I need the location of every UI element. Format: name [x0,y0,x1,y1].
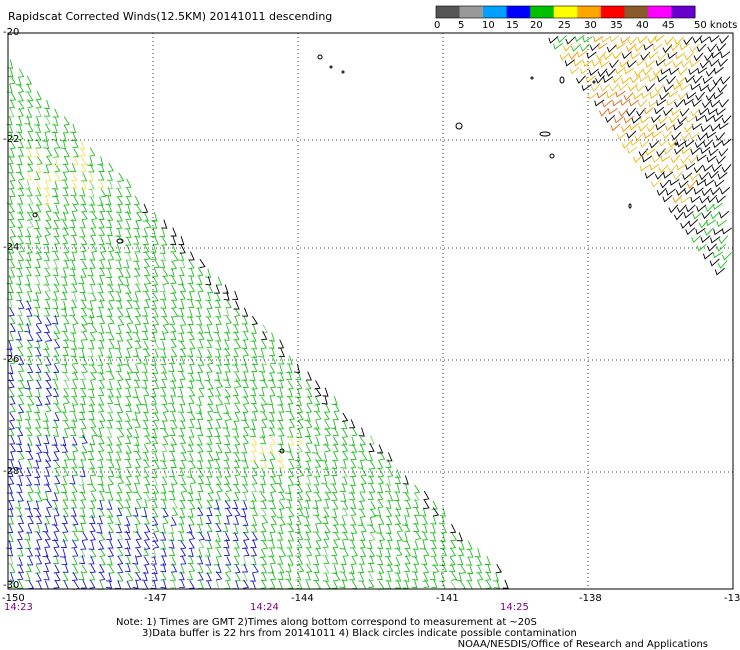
time-label: 14:23 [4,602,33,613]
island-outline [628,203,632,209]
scale-swatch [647,6,672,18]
island-outline [329,65,333,69]
lat-lon-grid [8,33,733,589]
wind-barb-group [559,34,700,174]
lat-label: -20 [3,27,20,38]
wind-barb-group [6,59,501,591]
lon-label: -141 [436,593,459,604]
scale-label: 5 [458,20,465,31]
lon-label: -150 [2,593,25,604]
map-title: Rapidscat Corrected Winds(12.5KM) 201410… [8,10,333,23]
scale-swatch [459,6,484,18]
wind-barb-group [142,203,509,589]
scale-label: 30 [584,20,597,31]
island-outline [341,70,345,74]
map-frame [7,32,734,590]
scale-label: 45 [662,20,675,31]
scale-label: 10 [482,20,495,31]
island-outline [592,80,596,84]
island-outline [549,153,555,159]
island-outline [559,76,565,84]
credit-line: NOAA/NESDIS/Office of Research and Appli… [457,639,708,650]
island-outline [455,122,463,130]
lat-label: -28 [3,466,20,477]
scale-swatch [530,6,555,18]
scale-label: 0 [434,20,441,31]
wind-barb-group [25,140,303,469]
scale-swatch [577,6,602,18]
wind-barb-group [568,35,697,204]
lat-label: -22 [3,134,20,145]
wind-barb-group [553,34,732,269]
wind-barb-group [6,299,259,590]
island-outline [674,142,678,146]
time-label: 14:24 [250,602,279,613]
lon-label: -13 [724,593,740,604]
island-outline [32,212,38,218]
scale-swatch [600,6,625,18]
lat-label: -26 [3,354,20,365]
scale-label: 15 [506,20,519,31]
island-outline [539,131,551,137]
scale-label: 25 [558,20,571,31]
wind-barb-group [548,35,732,276]
scale-swatch [436,6,461,18]
wind-barbs-swath-right [548,34,732,276]
scale-swatch [483,6,508,18]
scale-frame [435,5,696,19]
scale-swatch [506,6,531,18]
footnote-line: 3)Data buffer is 22 hrs from 20141011 4)… [142,628,577,639]
wind-barb-group [596,90,640,132]
island-outlines [32,54,678,454]
footnote-line: Note: 1) Times are GMT 2)Times along bot… [116,617,537,628]
lon-label: -147 [144,593,167,604]
scale-label: 35 [610,20,623,31]
wind-barb-group [6,108,457,590]
island-outline [279,448,285,454]
time-label: 14:25 [500,602,529,613]
scale-swatch [553,6,578,18]
lon-label: -144 [291,593,314,604]
lat-label: -24 [3,242,20,253]
island-outline [530,76,534,80]
scale-units-label: 50 knots [694,20,738,31]
island-outline [317,54,323,60]
scale-swatch [624,6,649,18]
lon-label: -138 [579,593,602,604]
footnotes: Note: 1) Times are GMT 2)Times along bot… [116,617,577,639]
lat-label: -30 [3,580,20,591]
color-scale-bar [435,5,696,19]
wind-barb-group [569,34,701,204]
island-outline [116,238,124,244]
scale-label: 40 [636,20,649,31]
wind-barbs-swath-left [6,59,509,591]
scale-swatch [671,6,696,18]
scale-label: 20 [530,20,543,31]
